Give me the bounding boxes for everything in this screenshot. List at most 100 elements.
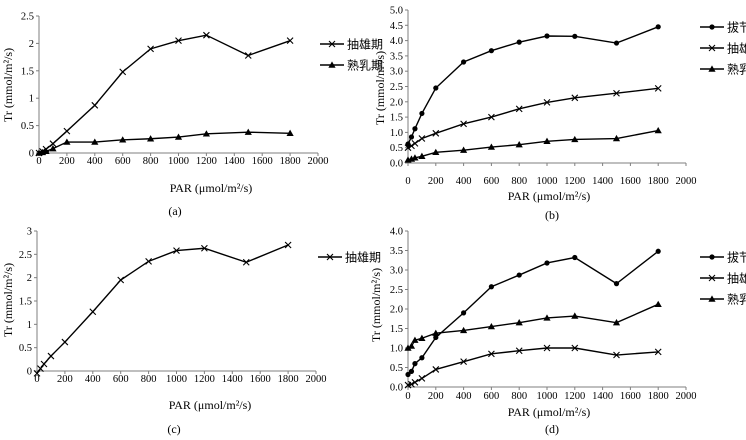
legend-entry: 拔节期 xyxy=(700,20,746,35)
data-point-x-marker xyxy=(242,258,250,266)
x-tick-label: 1200 xyxy=(564,391,585,402)
x-tick-label: 1600 xyxy=(620,391,641,402)
y-tick-label: 3.0 xyxy=(390,67,403,78)
data-point-triangle-marker xyxy=(432,329,440,336)
data-point-circle-marker xyxy=(613,40,620,46)
data-point-circle-marker xyxy=(433,85,439,91)
data-point-triangle-marker xyxy=(63,138,71,145)
series-line xyxy=(38,131,291,154)
panel-caption: (d) xyxy=(545,422,559,436)
legend-label: 抽雄期 xyxy=(347,37,383,52)
data-point-x-marker xyxy=(571,344,579,352)
data-point-circle-marker xyxy=(572,33,578,39)
data-point-x-marker xyxy=(89,308,97,316)
y-tick-label: 2.5 xyxy=(390,285,403,296)
data-point-triangle-marker xyxy=(42,147,50,155)
y-tick-label: 3.0 xyxy=(390,266,403,277)
data-point-circle-marker xyxy=(516,272,522,278)
data-point-x-marker xyxy=(63,127,71,135)
y-tick-label: 1.5 xyxy=(21,66,34,77)
data-point-triangle-marker xyxy=(119,136,127,143)
series-line xyxy=(407,250,659,376)
data-point-circle-marker xyxy=(433,334,439,341)
legend-label: 熟乳期 xyxy=(727,292,746,307)
legend-entry: 抽雄期 xyxy=(318,250,381,265)
y-tick-label: 3.5 xyxy=(390,246,403,257)
data-point-x-marker xyxy=(173,247,180,254)
data-point-triangle-marker xyxy=(460,326,468,334)
data-point-x-marker xyxy=(145,257,152,265)
data-point-triangle-marker xyxy=(147,135,155,142)
x-tick-label: 2000 xyxy=(676,391,697,402)
legend-triangle-marker xyxy=(328,61,336,68)
data-point-x-marker xyxy=(515,105,523,113)
data-point-x-marker xyxy=(411,378,419,386)
series-line xyxy=(407,129,659,161)
y-tick-label: 4.5 xyxy=(390,21,403,32)
data-point-x-marker xyxy=(460,120,467,128)
x-tick-label: 1800 xyxy=(648,391,669,402)
legend-x-marker xyxy=(708,44,716,52)
data-point-x-marker xyxy=(284,241,292,249)
data-point-triangle-marker xyxy=(418,334,426,341)
data-point-circle-marker xyxy=(655,248,661,254)
series-line xyxy=(407,26,659,145)
series-line xyxy=(38,34,291,154)
data-point-triangle-marker xyxy=(571,312,579,319)
data-point-triangle-marker xyxy=(654,126,662,134)
data-point-x-marker xyxy=(432,366,440,373)
x-tick-label: 1400 xyxy=(222,374,243,385)
chart-panel-a: 0 0.5 1 1.5 2 2.5 0 200 400 600 800 1000 1200 1400 160… xyxy=(21,12,383,219)
y-tick-label: 2.0 xyxy=(390,305,403,316)
x-tick-label: 800 xyxy=(511,176,527,187)
x-tick-label: 1600 xyxy=(250,374,271,385)
y-tick-label: 1 xyxy=(27,320,32,331)
data-point-x-marker xyxy=(47,352,55,360)
y-tick-label: 0.5 xyxy=(390,143,403,154)
legend-x-marker xyxy=(326,253,334,261)
y-tick-label: 0 xyxy=(29,149,34,160)
y-tick-label: 0.5 xyxy=(21,121,34,132)
data-point-circle-marker xyxy=(488,48,494,54)
legend-circle-marker xyxy=(709,24,715,30)
x-tick-label: 1000 xyxy=(537,391,558,402)
y-tick-label: 2.5 xyxy=(19,250,32,261)
y-tick-label: 2.5 xyxy=(21,12,34,23)
x-tick-label: 1800 xyxy=(280,156,301,167)
data-point-x-marker xyxy=(404,144,412,152)
data-point-x-marker xyxy=(244,52,252,59)
x-tick-label: 1000 xyxy=(166,374,187,385)
data-point-triangle-marker xyxy=(543,137,551,144)
x-tick-label: 0 xyxy=(34,374,39,385)
x-tick-label: 400 xyxy=(87,156,103,167)
x-tick-label: 600 xyxy=(484,391,500,402)
data-point-x-marker xyxy=(61,338,69,346)
data-point-x-marker xyxy=(432,129,440,137)
data-point-triangle-marker xyxy=(411,336,419,343)
y-tick-label: 4.0 xyxy=(390,36,403,47)
data-point-x-marker xyxy=(408,142,415,150)
data-point-x-marker xyxy=(91,101,99,109)
x-tick-label: 0 xyxy=(405,176,410,187)
data-point-triangle-marker xyxy=(612,134,621,142)
data-point-triangle-marker xyxy=(418,152,426,159)
series-triangle-2 xyxy=(404,126,662,163)
legend-label: 熟乳期 xyxy=(727,62,746,77)
y-tick-label: 4.0 xyxy=(390,227,403,238)
x-tick-label: 1400 xyxy=(592,176,613,187)
x-tick-label: 0 xyxy=(36,156,41,167)
y-tick-label: 3 xyxy=(27,227,32,238)
data-point-x-marker xyxy=(286,37,294,45)
data-point-triangle-marker xyxy=(411,154,419,161)
data-point-x-marker xyxy=(119,68,127,76)
data-point-triangle-marker xyxy=(432,148,440,155)
data-point-triangle-marker xyxy=(515,319,523,326)
legend-label: 熟乳期 xyxy=(347,58,383,73)
legend-label: 拔节期 xyxy=(727,250,746,265)
series-line xyxy=(407,87,659,149)
data-point-circle-marker xyxy=(461,310,467,316)
chart-panel-d: 0.0 0.5 1.0 1.5 2.0 2.5 3.0 3.5 4.0 0 200 400 600 800… xyxy=(390,227,746,437)
data-point-circle-marker xyxy=(408,368,415,374)
data-point-circle-marker xyxy=(405,371,411,378)
x-axis-label: PAR (μmol/m²/s) xyxy=(170,181,253,195)
